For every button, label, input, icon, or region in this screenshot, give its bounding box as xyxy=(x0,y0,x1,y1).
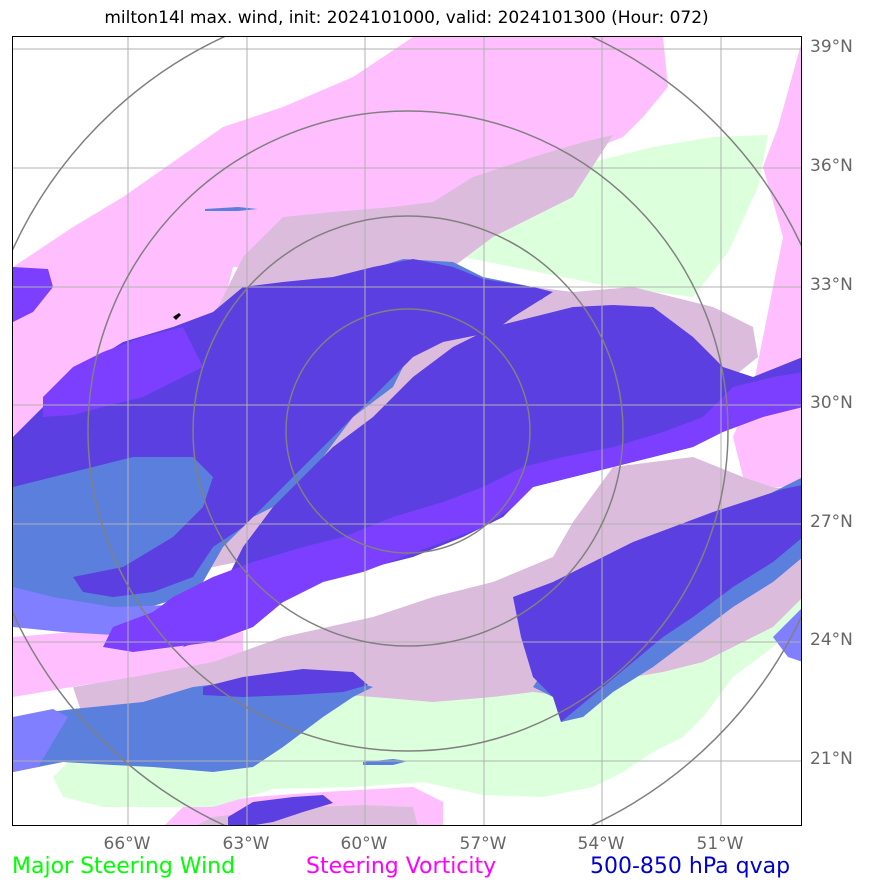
qvap-violet-region-northwest xyxy=(43,327,203,417)
latitude-label: 21°N xyxy=(810,749,853,769)
map-title: milton14l max. wind, init: 2024101000, v… xyxy=(104,8,709,28)
map-canvas xyxy=(13,37,801,825)
latitude-label: 27°N xyxy=(810,512,853,532)
latitude-label: 24°N xyxy=(810,630,853,650)
latitude-label: 36°N xyxy=(810,156,853,176)
legend-steering-vorticity: Steering Vorticity xyxy=(306,854,497,879)
qvap-region-southwest xyxy=(13,677,373,772)
qvap-strong-region-southwest xyxy=(203,669,368,697)
map-panel[interactable] xyxy=(12,36,802,826)
longitude-label: 60°W xyxy=(340,834,388,854)
graticule xyxy=(13,37,801,825)
qvap-small-streak-north xyxy=(205,207,258,211)
qvap-region-southeast-edge xyxy=(773,609,801,662)
longitude-label: 66°W xyxy=(103,834,151,854)
land-fragment xyxy=(173,313,181,320)
longitude-label: 51°W xyxy=(696,834,744,854)
qvap-strong-region-south xyxy=(513,485,801,722)
qvap-violet-region-west xyxy=(13,267,53,322)
steering-wind-region-north xyxy=(433,135,768,297)
range-rings xyxy=(13,37,801,825)
qvap-region-far-southwest xyxy=(13,709,68,772)
longitude-label: 54°W xyxy=(577,834,625,854)
qvap-strong-region-bottom xyxy=(228,795,333,825)
latitude-label: 39°N xyxy=(810,37,853,57)
qvap-violet-region-central xyxy=(103,372,801,652)
longitude-label: 63°W xyxy=(222,834,270,854)
latitude-label: 30°N xyxy=(810,393,853,413)
legend-major-steering-wind: Major Steering Wind xyxy=(12,854,236,879)
latitude-label: 33°N xyxy=(810,275,853,295)
longitude-label: 57°W xyxy=(459,834,507,854)
legend-qvap: 500-850 hPa qvap xyxy=(590,854,791,879)
